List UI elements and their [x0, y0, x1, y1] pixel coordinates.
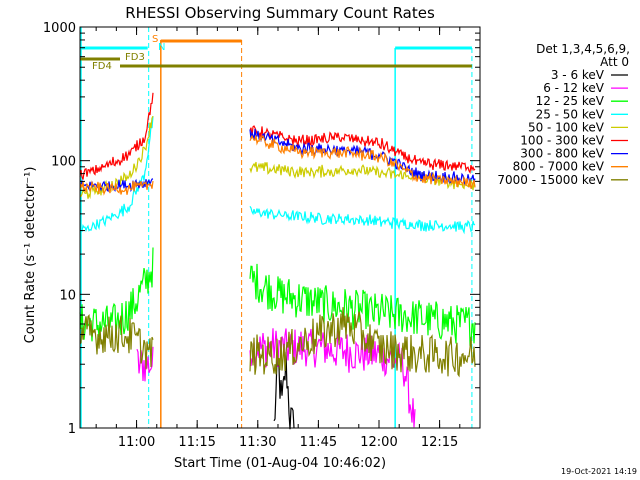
x-tick-label: 11:45	[300, 435, 337, 450]
plot-frame	[79, 26, 481, 429]
y-axis-label: Count Rate (s⁻¹ detector⁻¹)	[23, 167, 38, 344]
series-line	[273, 351, 295, 430]
series-line	[136, 346, 154, 382]
series-3-6-keV	[273, 351, 295, 430]
interval-layer: FD3 FD4 SN	[80, 27, 473, 428]
y-tick-label: 1	[68, 422, 76, 437]
series-line	[79, 180, 154, 196]
series-line	[249, 263, 476, 347]
series-line	[249, 134, 476, 189]
interval-label: FD4	[92, 61, 112, 72]
series-line	[79, 116, 154, 233]
x-tick-label: 11:00	[118, 435, 155, 450]
y-tick-label: 10	[59, 288, 76, 303]
y-tick-label: 1000	[43, 21, 76, 36]
legend-label: 6 - 12 keV	[543, 81, 605, 95]
legend-label: 3 - 6 keV	[551, 68, 605, 82]
series-line	[79, 92, 154, 180]
series-line	[79, 115, 154, 200]
interval-label: S	[152, 34, 158, 45]
interval-label: FD3	[125, 52, 145, 63]
axis-layer: 11:00 11:15 11:30 11:45 12:00 12:15 1 10 100 1000	[43, 21, 481, 450]
timestamp: 19-Oct-2021 14:19	[561, 467, 637, 476]
legend-header: Det 1,3,4,5,6,9,	[536, 42, 630, 56]
legend-label: 7000 - 15000 keV	[497, 173, 604, 187]
series-line	[79, 314, 154, 370]
legend-label: 300 - 800 keV	[520, 147, 604, 161]
x-tick-label: 12:00	[360, 435, 397, 450]
legend-label: 50 - 100 keV	[528, 120, 605, 134]
x-tick-label: 11:15	[178, 435, 215, 450]
x-axis-label: Start Time (01-Aug-04 10:46:02)	[174, 456, 386, 471]
legend-header: Att 0	[600, 55, 629, 69]
legend-label: 25 - 50 keV	[536, 107, 605, 121]
series-7000-15000-keV	[79, 307, 476, 378]
y-tick-label: 100	[51, 155, 76, 170]
series-line	[249, 307, 476, 378]
x-tick-label: 11:30	[239, 435, 276, 450]
series-layer	[79, 92, 476, 430]
series-line	[249, 205, 476, 235]
legend-label: 12 - 25 keV	[536, 94, 605, 108]
x-tick-label: 12:15	[421, 435, 458, 450]
interval-label: N	[158, 42, 165, 53]
legend-label: 100 - 300 keV	[520, 134, 604, 148]
legend-label: 800 - 7000 keV	[513, 160, 605, 174]
series-800-7000-keV	[79, 134, 476, 196]
chart-title: RHESSI Observing Summary Count Rates	[125, 4, 435, 22]
